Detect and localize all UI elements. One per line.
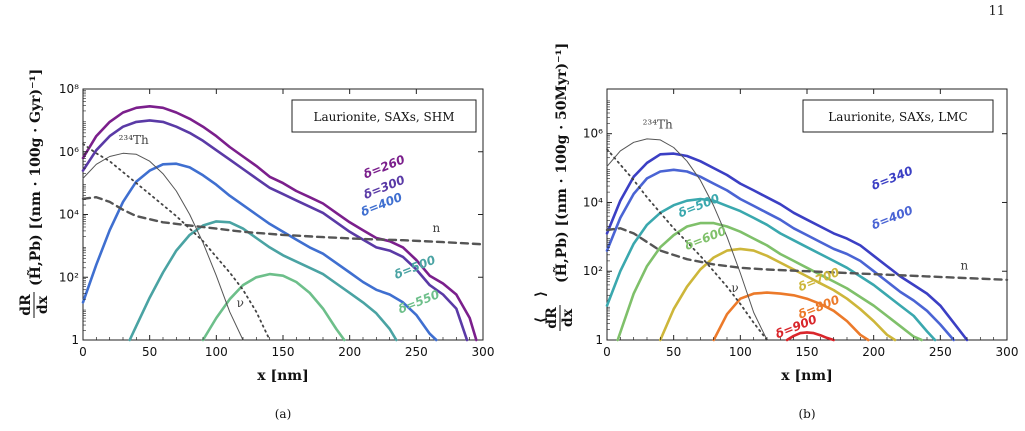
series-label: n: [960, 259, 968, 273]
panel-b-legend-text: Laurionite, SAXs, LMC: [828, 110, 967, 124]
series-line: [606, 138, 768, 341]
series-line: [201, 272, 346, 342]
series-label: δ=900: [773, 312, 818, 341]
panel-a-ylabel-rest: (H̃,Pb) [(nm · 100g · Gyr)⁻¹]: [26, 69, 44, 286]
panel-a-xlabel: x [nm]: [257, 368, 308, 384]
series-line: [785, 331, 835, 342]
panel-a-ylabel-frac-top: dR: [18, 294, 34, 316]
series-line: [81, 196, 485, 246]
panel-b-ylabel-bracket-left: ⟨: [533, 317, 549, 323]
panel-b-legend-box: [802, 99, 994, 133]
x-tick-label: 150: [796, 345, 819, 359]
panel-b-ylabel: ⟨ dR dx ⟩ (H̃,Pb) [(nm · 100g · 50Myr)⁻¹…: [533, 43, 576, 331]
y-tick-label: 10²: [583, 264, 603, 278]
series-line: [605, 152, 969, 342]
series-label: δ=550: [396, 287, 441, 316]
series-line: [605, 197, 937, 342]
series-line: [616, 221, 923, 342]
panel-b-ylabel-frac-top: dR: [544, 307, 560, 329]
series-line: [81, 162, 438, 342]
series-label: n: [432, 221, 440, 235]
series-label: ²³⁴Th: [643, 118, 673, 132]
series-line: [128, 220, 398, 342]
panel-b-xlabel: x [nm]: [781, 368, 832, 384]
series-label: δ=600: [683, 224, 728, 253]
x-tick-label: 0: [79, 345, 87, 359]
x-tick-label: 200: [862, 345, 885, 359]
panel-a-ylabel: dR dx (H̃,Pb) [(nm · 100g · Gyr)⁻¹]: [18, 69, 51, 318]
y-tick-label: 10⁴: [59, 208, 79, 222]
panel-b-caption: (b): [798, 407, 815, 421]
series-line: [606, 148, 768, 341]
panel-a-caption: (a): [275, 407, 292, 421]
y-tick-label: 1: [595, 333, 603, 347]
panel-a-ylabel-frac-bottom: dx: [35, 295, 51, 314]
series-label: ν: [731, 281, 738, 295]
panel-a-curves: [81, 105, 485, 342]
x-tick-label: 50: [142, 345, 157, 359]
x-tick-label: 250: [929, 345, 952, 359]
x-tick-label: 50: [666, 345, 681, 359]
x-tick-label: 100: [205, 345, 228, 359]
series-label: ν: [237, 296, 244, 310]
x-tick-label: 150: [272, 345, 295, 359]
series-label: δ=340: [869, 164, 914, 193]
series-label: δ=400: [869, 203, 914, 232]
panel-b-curves: [605, 138, 1009, 342]
series-line: [605, 227, 1009, 281]
series-line: [81, 105, 478, 342]
panel-b-ticks: 0 50 100 150 200 250 300 1 10² 10⁴ 10⁶: [583, 89, 1019, 359]
y-tick-label: 10⁶: [583, 127, 603, 141]
series-line: [82, 152, 244, 341]
panel-b-ylabel-rest: (H̃,Pb) [(nm · 100g · 50Myr)⁻¹]: [552, 43, 570, 283]
panel-a-ticks: 0 50 100 150 200 250 300 1 10² 10⁴ 10⁶ 10⁸: [59, 82, 495, 359]
series-label: ²³⁴Th: [119, 133, 149, 147]
series-line: [605, 168, 955, 342]
x-tick-label: 300: [996, 345, 1019, 359]
panel-b-curve-labels: δ=340δ=400δ=500δ=600δ=700δ=800δ=900²³⁴Th…: [643, 118, 969, 342]
x-tick-label: 300: [472, 345, 495, 359]
series-line: [82, 143, 271, 341]
series-label: δ=500: [676, 191, 721, 220]
series-line: [712, 291, 870, 342]
x-tick-label: 250: [405, 345, 428, 359]
panel-b-ylabel-frac-bottom: dx: [560, 308, 576, 327]
x-tick-label: 100: [729, 345, 752, 359]
y-tick-label: 1: [71, 333, 79, 347]
y-tick-label: 10⁴: [583, 195, 603, 209]
y-tick-label: 10⁸: [59, 82, 79, 96]
page-number: 11: [988, 4, 1005, 19]
panel-a-legend-box: [291, 99, 477, 133]
panel-b: 0 50 100 150 200 250 300 1 10² 10⁴ 10⁶ δ=340 δ=400 δ…: [533, 43, 1018, 421]
x-tick-label: 200: [338, 345, 361, 359]
x-tick-label: 0: [603, 345, 611, 359]
series-line: [659, 247, 897, 342]
series-line: [81, 119, 469, 342]
y-tick-label: 10⁶: [59, 145, 79, 159]
y-tick-label: 10²: [59, 270, 79, 284]
panel-a-legend-text: Laurionite, SAXs, SHM: [314, 110, 455, 124]
panel-b-ylabel-bracket-right: ⟩: [533, 291, 549, 297]
